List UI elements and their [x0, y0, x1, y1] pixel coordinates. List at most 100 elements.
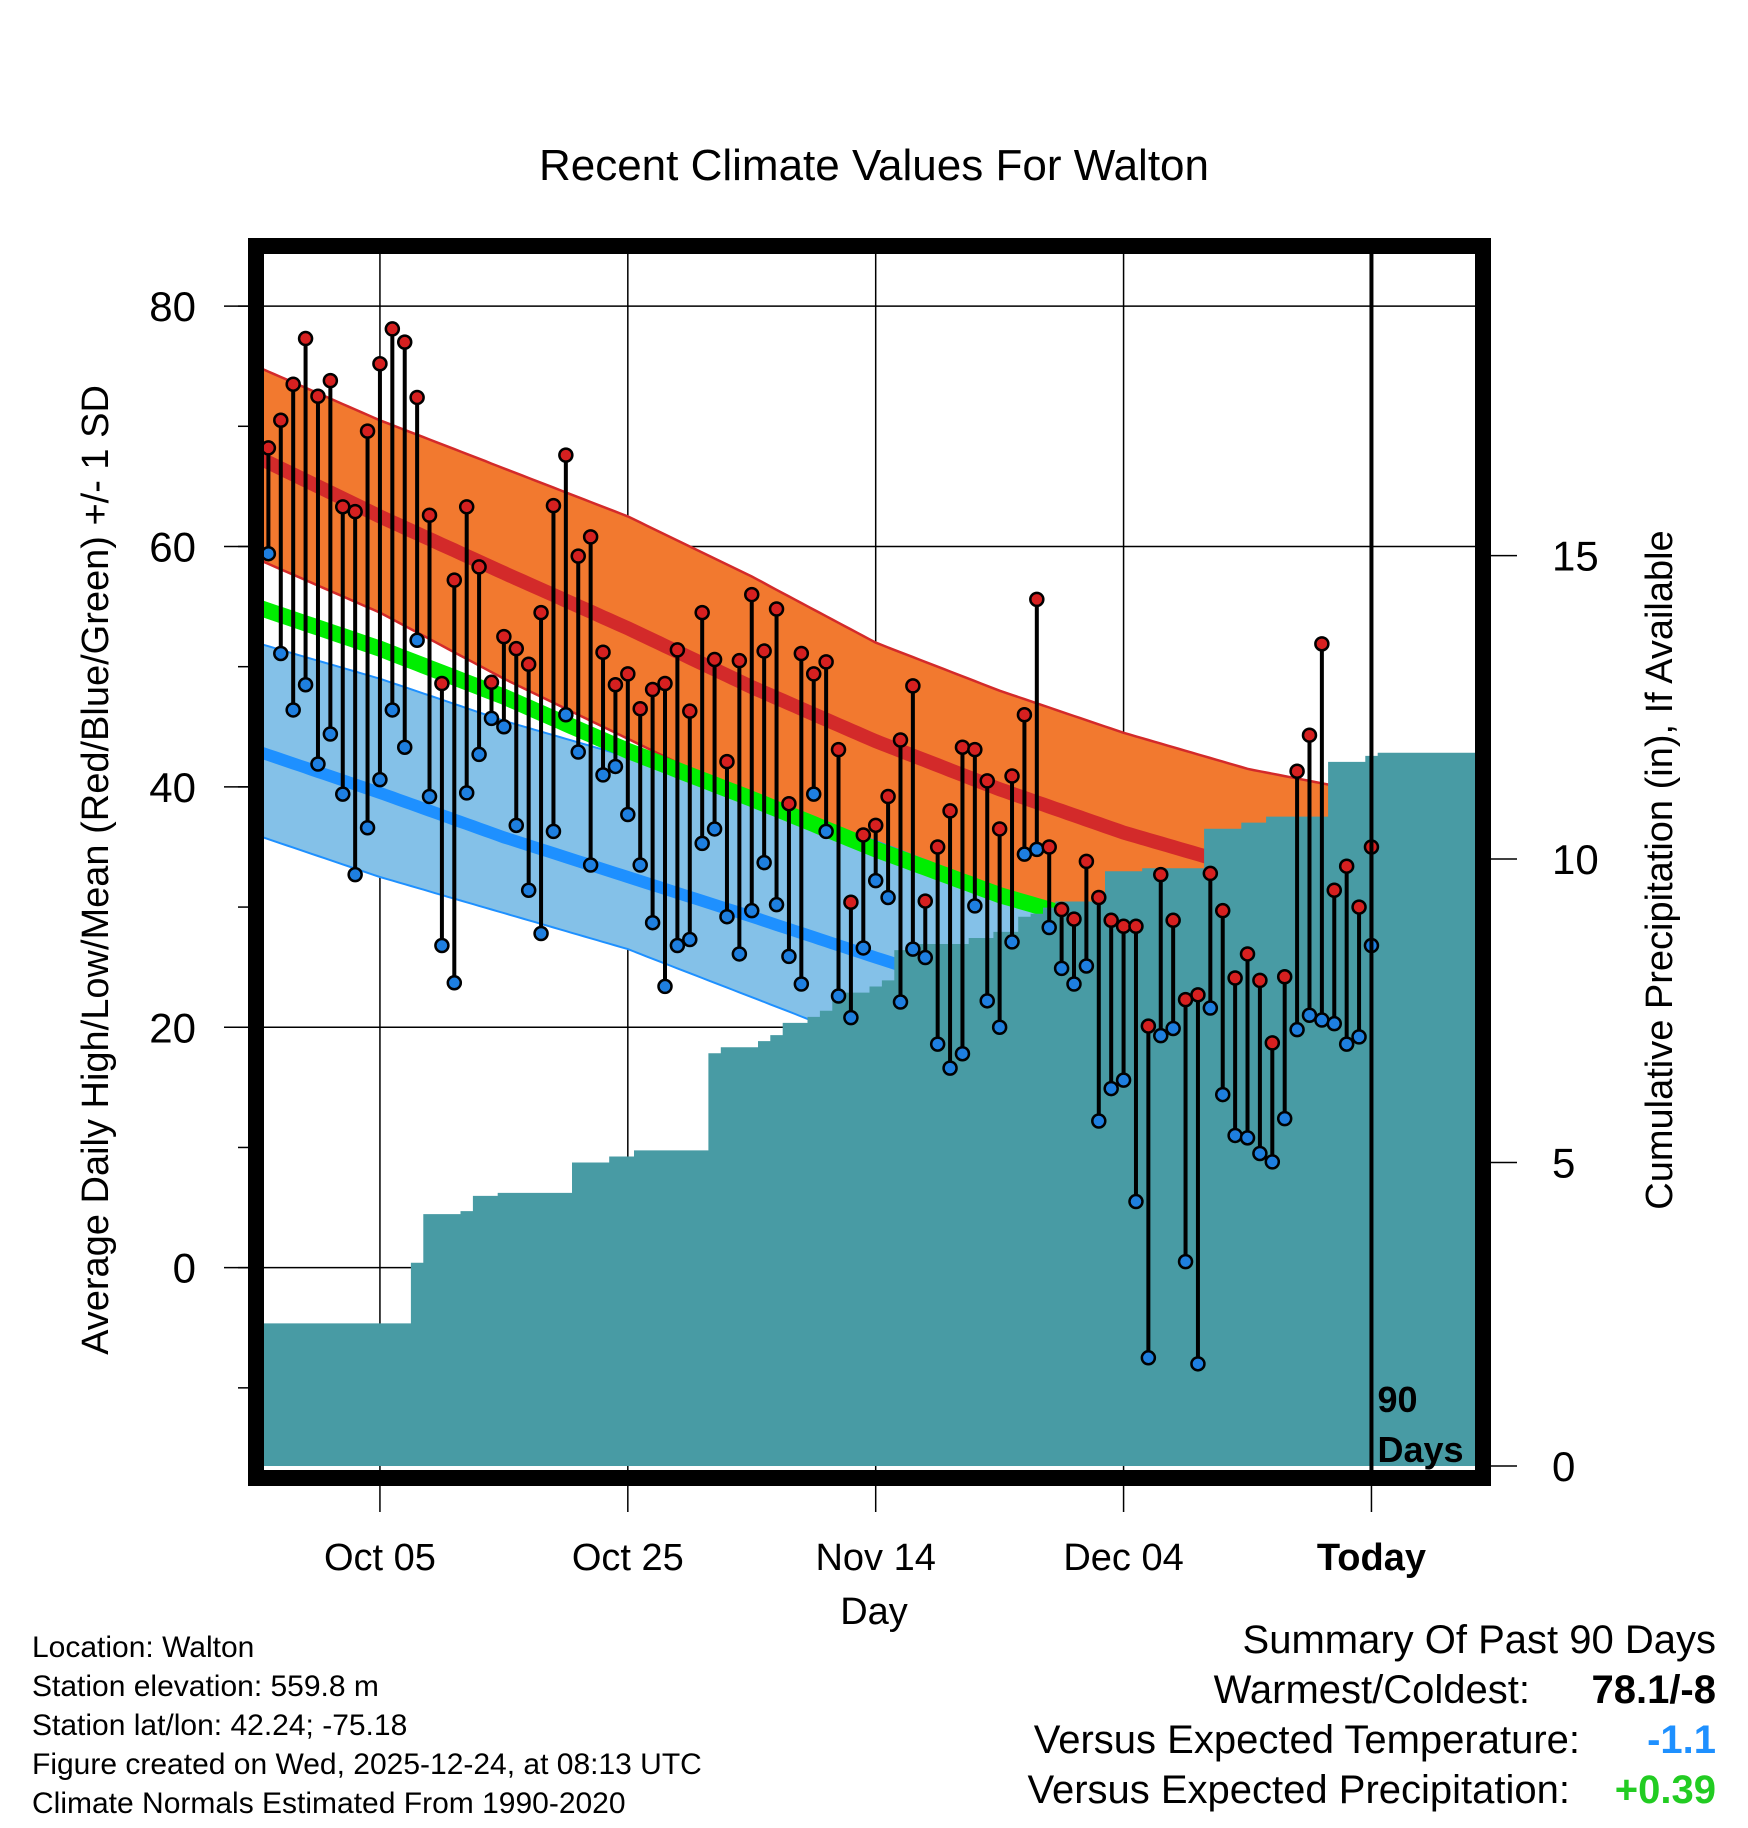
daily-high-point	[843, 894, 859, 911]
daily-low-point	[471, 746, 487, 763]
daily-low-point	[421, 788, 438, 805]
station-location: Location: Walton	[32, 1631, 255, 1664]
daily-low-point	[1091, 1113, 1107, 1129]
daily-high-point	[731, 652, 748, 669]
daily-low-point	[1252, 1145, 1268, 1162]
daily-low-point	[1016, 846, 1033, 862]
daily-low-point	[979, 993, 995, 1009]
daily-high-point	[1289, 763, 1305, 780]
daily-low-point	[880, 889, 896, 906]
daily-high-point	[669, 642, 686, 658]
daily-low-point	[694, 835, 710, 852]
daily-high-point	[1202, 865, 1219, 882]
daily-low-point	[533, 925, 549, 942]
daily-low-point	[855, 940, 872, 956]
today-annotation-line2: Days	[1377, 1429, 1463, 1470]
daily-high-point	[719, 753, 735, 770]
figure-created: Figure created on Wed, 2025-12-24, at 08…	[32, 1748, 702, 1781]
y-tick-label-left: 40	[149, 764, 196, 811]
daily-high-point	[1326, 882, 1343, 898]
station-elevation: Station elevation: 559.8 m	[32, 1670, 379, 1703]
daily-low-point	[905, 941, 921, 957]
temp-departure-value: -1.1	[1647, 1718, 1716, 1762]
daily-low-point	[1103, 1080, 1119, 1097]
daily-high-point	[372, 356, 388, 372]
x-tick-label: Oct 25	[572, 1537, 684, 1579]
daily-high-point	[1029, 591, 1045, 608]
daily-low-point	[954, 1045, 971, 1062]
y-tick-label-right: 10	[1552, 836, 1599, 883]
daily-low-point	[1314, 1012, 1330, 1028]
daily-low-point	[558, 707, 574, 723]
daily-high-point	[620, 666, 636, 682]
daily-high-point	[1214, 902, 1231, 919]
daily-high-point	[446, 572, 463, 588]
daily-high-point	[310, 388, 326, 404]
daily-high-point	[347, 503, 363, 520]
daily-low-point	[657, 978, 673, 995]
daily-high-point	[1264, 1035, 1281, 1051]
daily-high-point	[954, 739, 971, 755]
station-latlon: Station lat/lon: 42.24; -75.18	[32, 1709, 408, 1742]
daily-low-point	[409, 632, 425, 648]
x-tick-label: Oct 05	[324, 1537, 436, 1579]
daily-high-point	[1227, 970, 1243, 986]
daily-low-point	[632, 857, 648, 873]
daily-low-point	[607, 758, 624, 775]
daily-high-point	[297, 330, 314, 347]
daily-high-point	[285, 376, 301, 392]
daily-high-point	[830, 741, 847, 758]
daily-low-point	[644, 914, 661, 931]
daily-high-point	[396, 334, 413, 350]
daily-high-point	[1103, 912, 1119, 929]
daily-low-point	[818, 823, 834, 840]
daily-low-point	[991, 1019, 1008, 1036]
daily-high-point	[793, 645, 810, 662]
plot-frame	[248, 238, 1491, 1486]
daily-high-point	[409, 389, 425, 406]
daily-low-point	[582, 857, 599, 873]
y-tick-label-left: 60	[149, 523, 196, 570]
daily-low-point	[682, 931, 698, 948]
daily-low-point	[1202, 1000, 1219, 1016]
daily-high-point	[1078, 853, 1095, 870]
daily-low-point	[1053, 960, 1070, 977]
daily-high-point	[768, 601, 785, 617]
daily-high-point	[657, 675, 673, 692]
plot-area: 90 Days	[256, 246, 1483, 1478]
daily-low-point	[347, 866, 363, 883]
daily-high-point	[1153, 866, 1169, 883]
daily-low-point	[1066, 976, 1082, 992]
daily-high-point	[867, 817, 884, 834]
axes: 0 20 40 60 80 0 5 10 15 Oct 05 Oct 25 Nov 14 Dec 04 T…	[149, 238, 1599, 1579]
daily-high-point	[682, 703, 698, 719]
daily-high-point	[781, 795, 797, 812]
daily-low-point	[1301, 1007, 1318, 1023]
y-axis-label-right: Cumulative Precipitation (in), If Availa…	[1639, 530, 1681, 1209]
plot-content: 90 Days	[256, 246, 1483, 1478]
daily-low-point	[706, 821, 723, 837]
daily-high-point	[595, 644, 611, 661]
summary-panel: Summary Of Past 90 Days Warmest/Coldest:…	[1027, 1618, 1716, 1818]
daily-high-point	[533, 604, 549, 621]
daily-high-point	[805, 666, 822, 682]
daily-low-point	[867, 872, 884, 889]
daily-high-point	[1314, 636, 1330, 652]
daily-low-point	[1115, 1072, 1132, 1088]
daily-low-point	[297, 676, 314, 693]
daily-high-point	[1140, 1018, 1157, 1034]
daily-low-point	[508, 817, 525, 834]
precip-area	[262, 752, 1483, 1466]
summary-temp-row: Versus Expected Temperature: -1.1	[1027, 1718, 1716, 1768]
daily-low-point	[1165, 1020, 1181, 1037]
daily-low-point	[1153, 1027, 1169, 1044]
y-tick-label-left: 80	[149, 283, 196, 330]
daily-high-point	[508, 640, 525, 657]
daily-high-point	[818, 654, 834, 670]
x-tick-label: Dec 04	[1063, 1537, 1183, 1579]
daily-high-point	[1016, 707, 1033, 723]
daily-high-point	[644, 681, 661, 698]
y-tick-label-right: 0	[1552, 1443, 1575, 1490]
daily-low-point	[545, 823, 562, 840]
